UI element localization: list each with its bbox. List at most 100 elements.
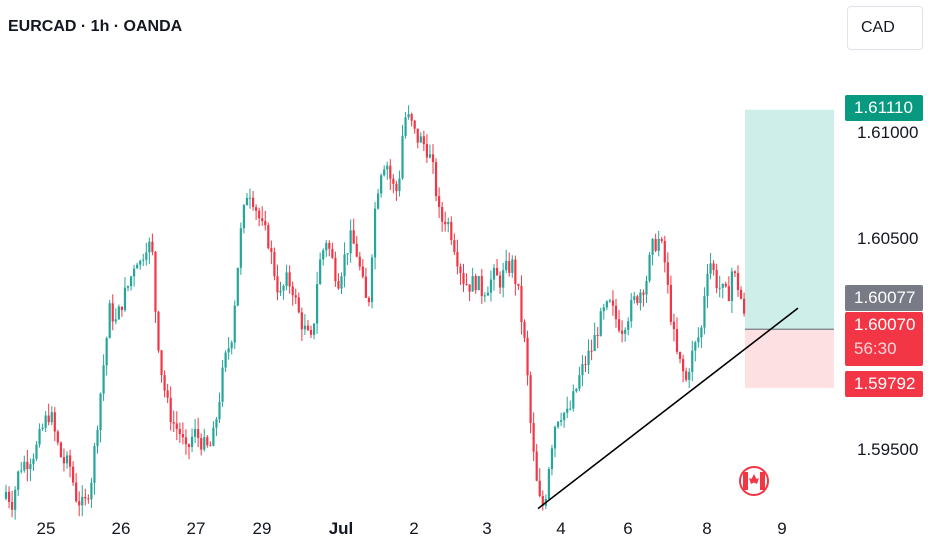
candle-body [81, 496, 84, 506]
trendline [537, 307, 799, 510]
candle-body [593, 334, 596, 352]
currency-selector[interactable]: CAD [847, 6, 923, 50]
candle-body [700, 327, 703, 338]
candle-body [410, 114, 413, 121]
candle-body [349, 230, 352, 254]
candle-body [65, 455, 69, 464]
candle-body [520, 285, 523, 323]
candle-body [194, 429, 197, 437]
candle-body [419, 136, 422, 143]
candle-body [172, 422, 175, 424]
candle-body [7, 491, 11, 502]
candle-body [578, 375, 581, 389]
candle-body [316, 284, 319, 324]
x-tick-label: 29 [252, 519, 272, 538]
candle-body [743, 298, 746, 314]
candle-body [389, 165, 392, 179]
candle-body [492, 267, 496, 280]
candle-body [93, 446, 96, 483]
candle-body [181, 434, 184, 438]
canada-flag-icon[interactable] [739, 466, 769, 496]
current-price: 1.60070 [854, 315, 916, 334]
candle-body [84, 496, 87, 499]
candle-body [38, 429, 41, 445]
flag-band-right [760, 472, 765, 490]
candle-body [468, 284, 471, 292]
candle-body [129, 276, 133, 287]
candle-body [142, 259, 145, 261]
candle-body [462, 273, 465, 284]
candle-body [59, 442, 62, 458]
chart-title: EURCAD · 1h · OANDA [8, 18, 183, 35]
candle-body [163, 375, 166, 391]
y-tick-label-0: 1.61000 [857, 123, 919, 142]
candle-body [111, 303, 114, 322]
candle-body [404, 117, 407, 136]
candle-body [169, 397, 172, 423]
candle-body [133, 268, 136, 277]
candle-body [245, 197, 249, 206]
candle-body [233, 305, 236, 343]
candle-body [4, 491, 8, 499]
candle-body [465, 283, 468, 285]
stop-price-tag: 1.59792 [845, 371, 923, 397]
candle-body [261, 218, 264, 221]
candle-body [279, 290, 282, 293]
candle-body [117, 306, 120, 320]
candle-body [645, 280, 648, 295]
candle-body [572, 391, 575, 409]
candle-body [47, 415, 50, 423]
candle-body [44, 415, 47, 428]
candle-body [611, 300, 615, 306]
candle-body [444, 221, 447, 225]
candle-body [126, 286, 130, 288]
candle-body [215, 419, 218, 428]
candle-body [691, 350, 694, 372]
candle-body [218, 401, 221, 420]
candle-body [529, 375, 532, 424]
candle-body [114, 319, 117, 322]
candle-body [636, 296, 639, 304]
y-tick-label-2: 1.59500 [857, 440, 919, 459]
candle-body [41, 427, 44, 430]
currency-label: CAD [861, 19, 895, 36]
candle-body [590, 350, 593, 352]
candle-body [480, 276, 483, 297]
candle-body [450, 222, 453, 241]
candle-body [364, 276, 367, 298]
x-tick-label: 25 [36, 519, 56, 538]
candle-body [538, 480, 541, 497]
candle-body [145, 252, 148, 260]
stop-zone [745, 329, 834, 388]
candle-body [428, 154, 432, 158]
candle-body [340, 276, 343, 289]
candle-body [190, 436, 194, 447]
candle-body [505, 261, 508, 271]
candle-body [678, 351, 682, 360]
candle-body [438, 196, 441, 207]
candle-body [556, 421, 560, 427]
candle-body [11, 501, 14, 510]
candle-body [148, 241, 151, 253]
current-price-tag: 1.60070 56:30 [845, 312, 923, 366]
x-tick-label: 8 [702, 519, 712, 538]
candle-body [221, 367, 224, 402]
candle-body [105, 338, 108, 366]
candle-body [380, 175, 383, 194]
candle-body [581, 364, 584, 376]
candle-body [203, 437, 206, 450]
candle-body [633, 296, 636, 300]
candle-body [706, 273, 709, 297]
maple-leaf [749, 474, 759, 484]
candle-body [87, 498, 90, 500]
candle-body [395, 183, 398, 192]
candle-body [569, 408, 572, 410]
candle-body [694, 342, 697, 351]
candle-body [398, 178, 401, 192]
candle-body [358, 256, 361, 267]
candle-body [441, 206, 444, 222]
candle-body [68, 455, 72, 467]
candle-body [715, 269, 718, 289]
candle-body [553, 426, 557, 449]
